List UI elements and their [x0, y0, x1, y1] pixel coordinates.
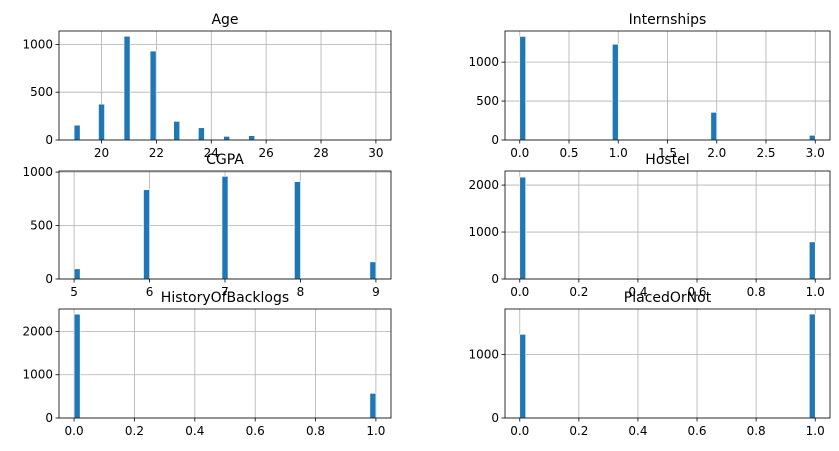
x-tick-label: 1.0	[806, 424, 825, 438]
histogram-bar	[248, 135, 255, 141]
x-tick-label: 0.8	[306, 424, 325, 438]
x-tick-label: 1.5	[658, 146, 677, 160]
x-tick-label: 2.0	[707, 146, 726, 160]
histogram-bar	[173, 121, 181, 141]
x-tick-label: 9	[372, 285, 380, 299]
x-tick-label: 0.0	[510, 285, 529, 299]
x-tick-label: 0.6	[687, 285, 706, 299]
subplot-1: 0.0 0.5 1.0 1.5 2.0 2.5 3.0 0 500 1000 Internships	[468, 12, 831, 160]
x-tick-label: 5	[70, 285, 78, 299]
subplot-5: 0.0 0.2 0.4 0.6 0.8 1.0 0 1000 PlacedOrNot	[468, 290, 831, 438]
y-tick-label: 0	[45, 411, 53, 425]
histogram-bar	[123, 35, 131, 141]
histogram-bar	[294, 181, 301, 280]
histogram-bar	[198, 127, 205, 141]
x-tick-label: 0.2	[125, 424, 144, 438]
x-tick-label: 7	[221, 285, 229, 299]
x-tick-label: 0.4	[185, 424, 204, 438]
histogram-bar	[143, 189, 150, 280]
histogram-bar	[221, 176, 229, 280]
y-tick-label: 0	[491, 133, 499, 147]
y-tick-label: 500	[30, 219, 53, 233]
x-tick-label: 30	[368, 146, 383, 160]
y-tick-label: 500	[476, 94, 499, 108]
histogram-bar	[73, 313, 81, 419]
x-tick-label: 6	[146, 285, 154, 299]
x-tick-label: 0.2	[569, 424, 588, 438]
histogram-bar	[369, 261, 377, 280]
histogram-bar	[809, 313, 816, 419]
subplot-2: 5 6 7 8 9 0 500 1000 CGPA	[22, 152, 392, 299]
x-tick-label: 22	[149, 146, 164, 160]
y-tick-label: 2000	[22, 324, 53, 338]
y-tick-label: 1000	[468, 348, 499, 362]
histogram-bar	[519, 36, 526, 141]
x-tick-label: 0.0	[510, 146, 529, 160]
y-tick-label: 0	[491, 411, 499, 425]
x-tick-label: 0.0	[65, 424, 84, 438]
y-tick-label: 500	[30, 85, 53, 99]
x-tick-label: 0.2	[569, 285, 588, 299]
histogram-bar	[149, 50, 157, 141]
histogram-bar	[73, 124, 81, 141]
histogram-bar	[73, 268, 81, 280]
histogram-bar	[519, 176, 526, 280]
x-tick-label: 0.4	[628, 285, 647, 299]
axes-frame	[58, 308, 392, 419]
y-tick-label: 1000	[468, 225, 499, 239]
histogram-bar	[98, 103, 105, 141]
x-tick-label: 3.0	[806, 146, 825, 160]
y-tick-label: 1000	[22, 37, 53, 51]
axes-frame	[58, 30, 392, 141]
y-tick-label: 1000	[22, 368, 53, 382]
x-tick-label: 8	[297, 285, 305, 299]
y-tick-label: 1000	[468, 55, 499, 69]
x-tick-label: 0.6	[687, 424, 706, 438]
y-tick-label: 0	[45, 133, 53, 147]
subplot-0: 20 22 24 26 28 30 0 500 1000 Age	[22, 12, 392, 160]
subplot-title: Internships	[629, 12, 707, 28]
subplot-title: Hostel	[645, 152, 689, 168]
subplot-title: PlacedOrNot	[624, 290, 712, 306]
x-tick-label: 2.5	[756, 146, 775, 160]
histogram-bar	[519, 334, 526, 419]
x-tick-label: 26	[259, 146, 274, 160]
x-tick-label: 28	[313, 146, 328, 160]
y-tick-label: 1000	[22, 165, 53, 179]
y-tick-label: 2000	[468, 178, 499, 192]
histogram-bar	[612, 43, 619, 141]
x-tick-label: 0.8	[747, 285, 766, 299]
subplot-3: 0.0 0.2 0.4 0.6 0.8 1.0 0 1000 2000 Hostel	[468, 152, 831, 299]
subplot-title: HistoryOfBacklogs	[161, 290, 289, 306]
x-tick-label: 24	[204, 146, 219, 160]
x-tick-label: 0.0	[510, 424, 529, 438]
x-tick-label: 20	[94, 146, 109, 160]
histogram-bar	[809, 135, 816, 141]
y-tick-label: 0	[491, 272, 499, 286]
histogram-bar	[809, 241, 816, 280]
axes-frame	[504, 308, 831, 419]
x-tick-label: 1.0	[366, 424, 385, 438]
histogram-bar	[710, 112, 718, 141]
histogram-bar	[369, 393, 377, 419]
x-tick-label: 0.4	[628, 424, 647, 438]
axes-frame	[504, 170, 831, 280]
x-tick-label: 0.8	[747, 424, 766, 438]
subplot-title: Age	[211, 12, 238, 28]
x-tick-label: 1.0	[806, 285, 825, 299]
x-tick-label: 0.6	[246, 424, 265, 438]
subplot-4: 0.0 0.2 0.4 0.6 0.8 1.0 0 1000 2000 HistoryOfBack…	[22, 290, 392, 438]
x-tick-label: 0.5	[559, 146, 578, 160]
histogram-bar	[223, 136, 230, 141]
x-tick-label: 1.0	[609, 146, 628, 160]
y-tick-label: 0	[45, 272, 53, 286]
subplot-title: CGPA	[206, 152, 244, 168]
